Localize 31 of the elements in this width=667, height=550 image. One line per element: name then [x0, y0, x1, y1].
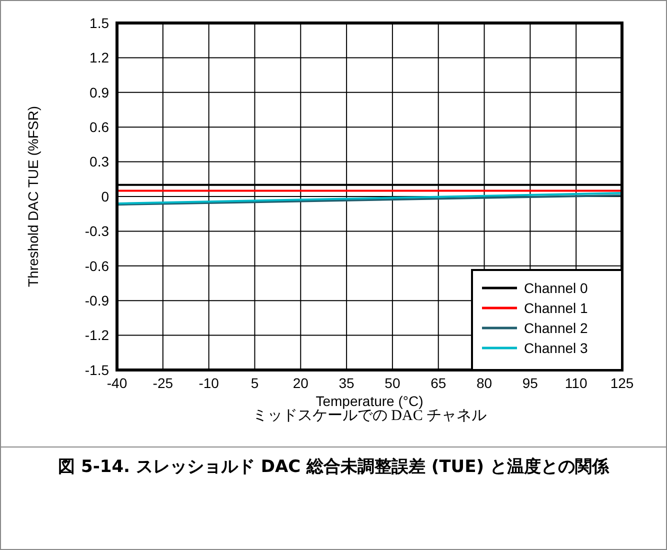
- y-tick-label: 1.2: [90, 50, 110, 66]
- text: 図 5-14. スレッショルド DAC 総合未調整誤差 (TUE) と温度との関係: [57, 456, 610, 479]
- y-tick-label: 0.3: [90, 154, 110, 170]
- x-tick-label: 125: [610, 375, 634, 391]
- legend-label: Channel 0: [524, 280, 588, 296]
- y-tick-label: 1.5: [90, 14, 110, 31]
- x-tick-label: 5: [250, 375, 259, 391]
- y-tick-label: -0.9: [84, 292, 110, 308]
- legend-label: Channel 1: [524, 300, 588, 316]
- text: ミッドスケールでの DAC チャネル: [252, 408, 487, 424]
- y-tick-label: 0.9: [90, 84, 110, 100]
- x-tick-label: 65: [430, 375, 446, 391]
- y-tick-label: 0: [101, 188, 110, 204]
- x-tick-label: 80: [476, 375, 492, 391]
- legend-label: Channel 2: [524, 320, 588, 336]
- x-tick-label: 20: [292, 375, 309, 391]
- legend-label: Channel 3: [524, 340, 588, 356]
- x-tick-label: -10: [198, 375, 220, 391]
- x-axis-title: Temperature (°C): [316, 393, 424, 409]
- y-tick-label: 0.6: [90, 119, 110, 135]
- x-tick-label: 110: [564, 375, 588, 391]
- y-tick-label: -0.3: [84, 223, 110, 240]
- y-tick-label: -1.5: [84, 362, 110, 378]
- x-tick-label: 35: [338, 375, 355, 391]
- x-tick-label: 95: [522, 375, 538, 391]
- y-tick-label: -1.2: [84, 327, 110, 344]
- y-axis-title: Threshold DAC TUE (%FSR): [25, 106, 41, 288]
- x-tick-label: -40: [106, 375, 128, 391]
- y-tick-label: -0.6: [84, 258, 110, 274]
- x-tick-label: -25: [152, 375, 174, 391]
- x-tick-label: 50: [384, 375, 400, 391]
